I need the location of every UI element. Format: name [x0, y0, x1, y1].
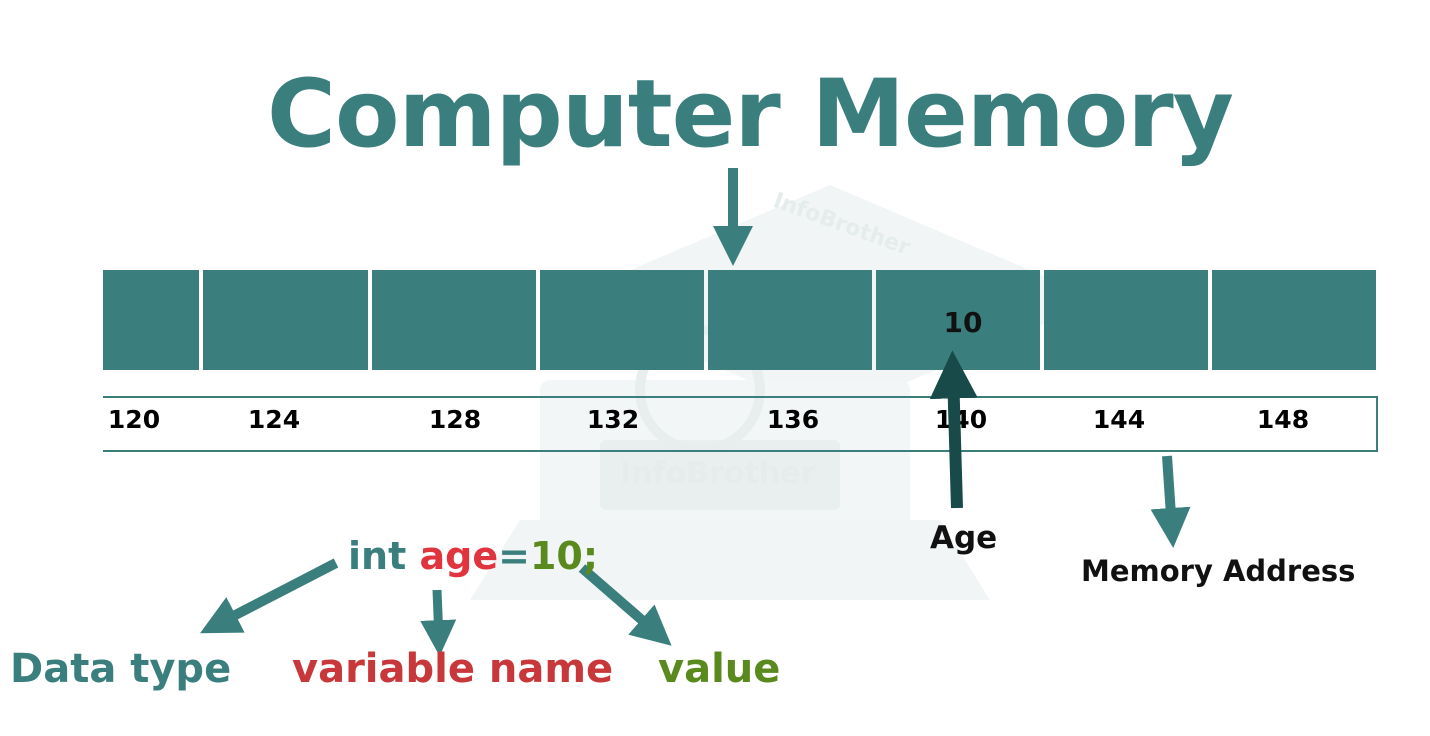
- memory-cell: [1212, 270, 1376, 370]
- diagram-title: Computer Memory: [267, 60, 1234, 169]
- code-variable: age: [419, 534, 499, 578]
- address-label: 124: [247, 405, 301, 434]
- code-value: 10: [529, 534, 583, 578]
- address-label: 140: [934, 405, 988, 434]
- value-arrow: [578, 564, 672, 646]
- code-semicolon: ;: [582, 534, 599, 578]
- value-label: value: [658, 646, 781, 692]
- memory-cell: [203, 270, 368, 370]
- variable-name-label: variable name: [292, 646, 614, 692]
- age-label: Age: [930, 520, 998, 556]
- address-label: 128: [428, 405, 482, 434]
- memory-cell: [372, 270, 536, 370]
- memory-cell: [708, 270, 872, 370]
- memory-address-arrow: [1150, 455, 1191, 548]
- code-equals: =: [498, 534, 530, 578]
- address-label: 148: [1256, 405, 1310, 434]
- address-strip: [103, 396, 1378, 452]
- address-label: 136: [766, 405, 820, 434]
- address-label: 144: [1092, 405, 1146, 434]
- memory-cell: [103, 270, 199, 370]
- memory-cell: [540, 270, 704, 370]
- code-statement: int age=10;: [348, 534, 598, 578]
- address-label: 132: [586, 405, 640, 434]
- stored-value: 10: [943, 306, 983, 339]
- memory-address-label: Memory Address: [1081, 554, 1356, 588]
- memory-cell: [1044, 270, 1208, 370]
- age-arrow: [929, 350, 978, 509]
- address-label: 120: [107, 405, 161, 434]
- watermark-text: InfoBrother: [620, 456, 816, 491]
- data-type-label: Data type: [10, 646, 232, 692]
- code-type: int: [348, 534, 407, 578]
- variable-name-arrow: [420, 589, 457, 657]
- data-type-arrow: [200, 558, 339, 634]
